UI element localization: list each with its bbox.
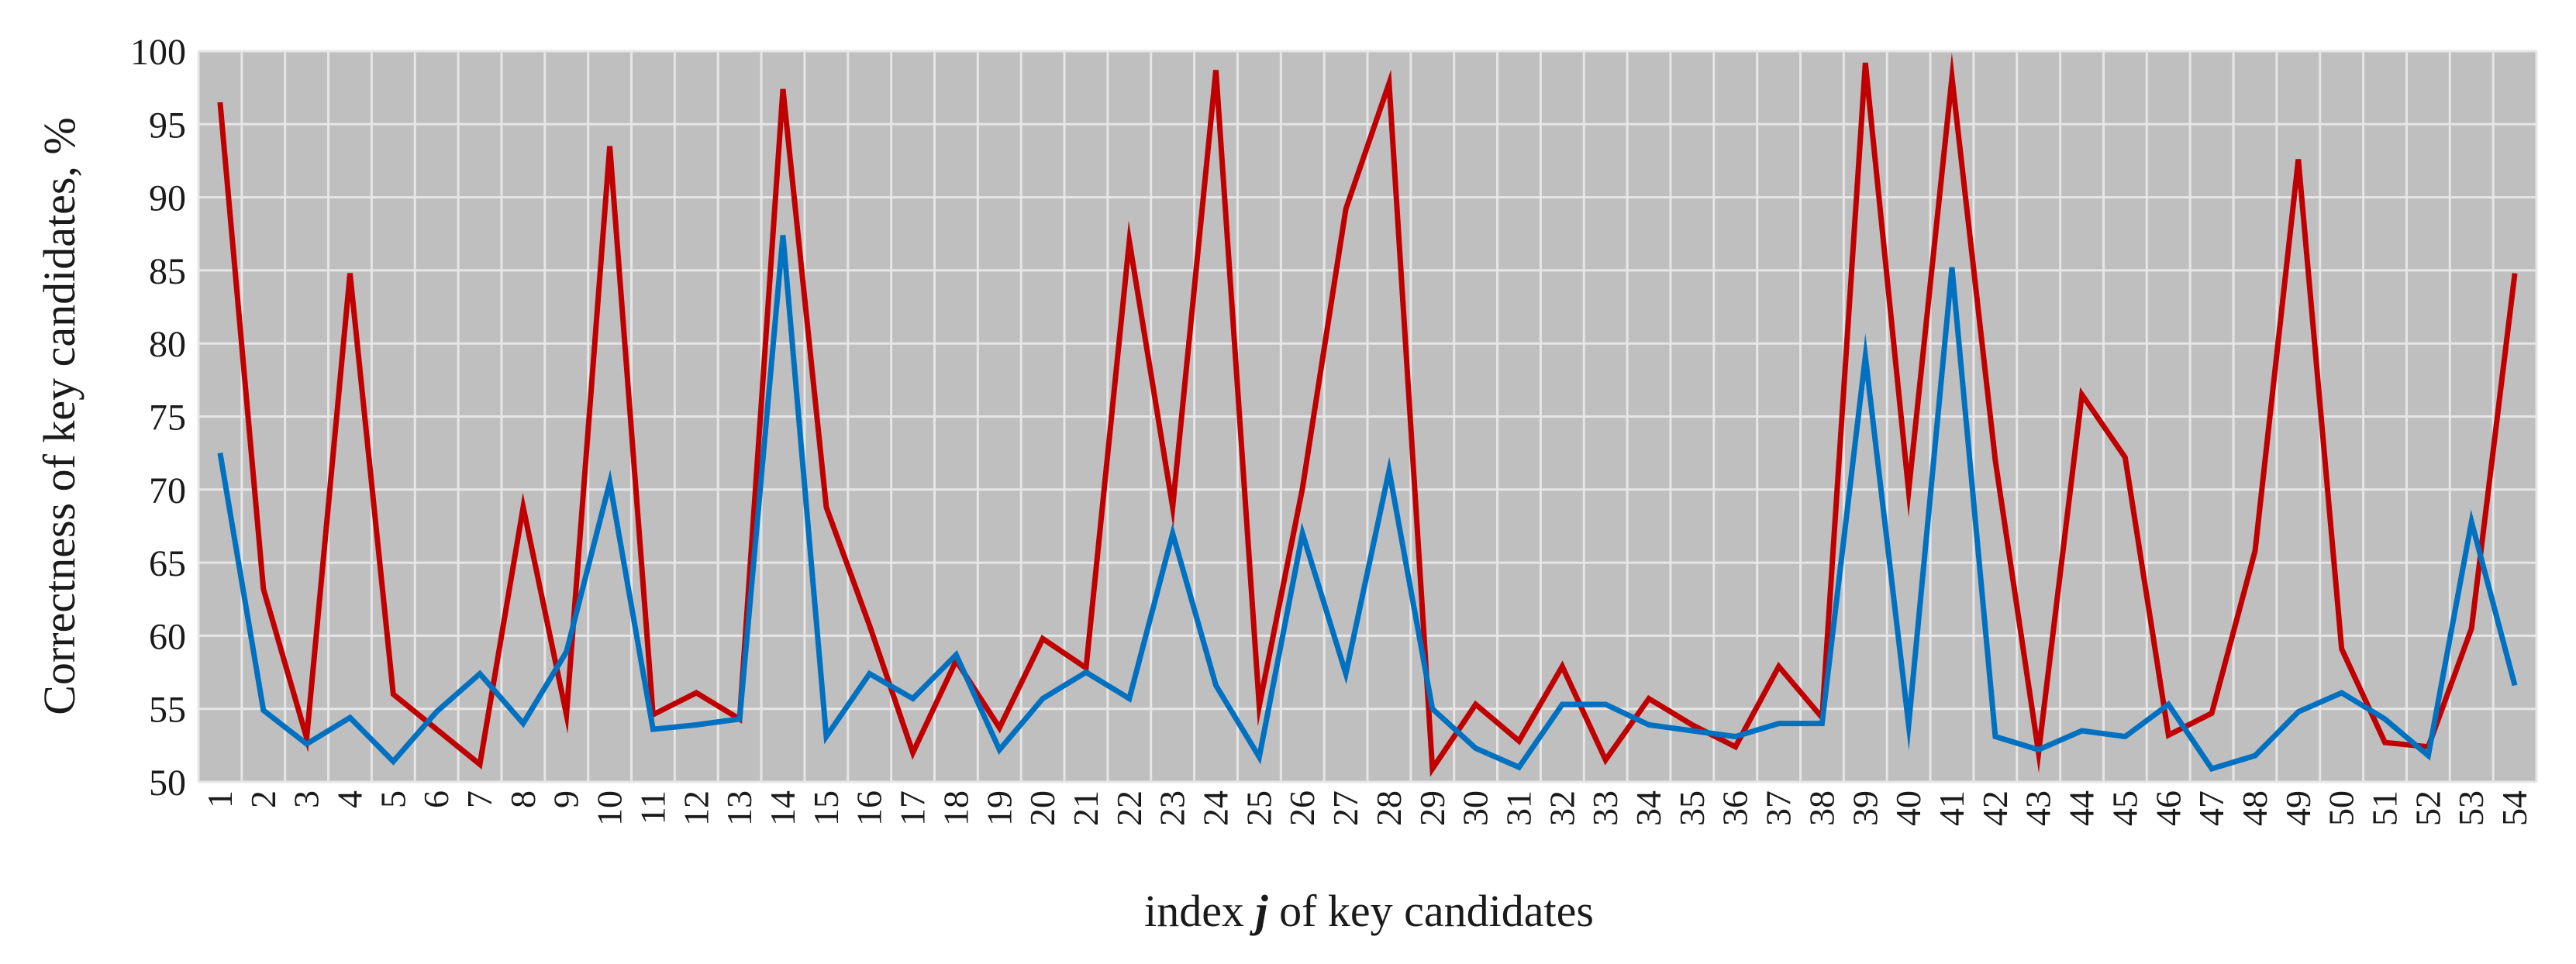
x-tick-label: 1	[200, 790, 240, 808]
x-tick-label: 47	[2191, 790, 2231, 826]
x-tick-label: 51	[2365, 790, 2405, 826]
x-tick-label: 39	[1845, 790, 1885, 826]
x-tick-label: 9	[547, 790, 586, 808]
x-tick-label: 28	[1369, 790, 1409, 826]
y-tick-label: 85	[149, 251, 186, 292]
x-tick-label: 29	[1412, 790, 1452, 826]
series-line-2	[217, 235, 2518, 773]
x-tick-label: 21	[1066, 790, 1105, 826]
series-line-1	[217, 52, 2518, 777]
x-axis-title: index j of key candidates	[1144, 886, 1594, 936]
x-tick-label: 18	[936, 790, 975, 826]
x-tick-label: 19	[979, 790, 1019, 826]
y-tick-labels: 50 55 60 65 70 75 80 85 90 95 100	[130, 32, 186, 804]
x-tick-label: 46	[2148, 790, 2188, 826]
x-tick-label: 43	[2019, 790, 2058, 826]
x-tick-label: 42	[1975, 790, 2015, 826]
x-tick-label: 34	[1629, 790, 1668, 826]
y-tick-label: 100	[130, 32, 186, 73]
y-tick-label: 95	[149, 105, 186, 146]
x-tick-label: 13	[719, 790, 759, 826]
y-tick-label: 65	[149, 543, 186, 584]
x-tick-label: 26	[1282, 790, 1322, 826]
x-tick-label: 38	[1802, 790, 1841, 826]
x-tick-label: 10	[590, 790, 629, 826]
x-tick-label: 36	[1716, 790, 1755, 826]
y-tick-label: 50	[149, 763, 186, 804]
x-tick-label: 45	[2105, 790, 2144, 826]
grid-layer	[197, 50, 2538, 783]
x-tick-label: 22	[1109, 790, 1149, 826]
x-tick-label: 3	[287, 790, 326, 808]
x-tick-label: 27	[1326, 790, 1365, 826]
x-tick-label: 20	[1022, 790, 1062, 826]
x-tick-label: 23	[1153, 790, 1192, 826]
y-axis-title: Correctness of key candidates, %	[34, 117, 84, 714]
x-tick-label: 53	[2451, 790, 2491, 826]
x-tick-label: 5	[373, 790, 412, 808]
x-tick-label: 33	[1585, 790, 1625, 826]
series-layer	[217, 52, 2518, 777]
x-tick-label: 52	[2408, 790, 2447, 826]
y-tick-label: 75	[149, 398, 186, 439]
x-tick-label: 24	[1196, 790, 1236, 826]
x-tick-label: 2	[243, 790, 283, 808]
x-tick-label: 17	[893, 790, 933, 826]
x-axis-title-prefix: index	[1144, 886, 1255, 936]
x-tick-label: 11	[633, 790, 672, 825]
y-tick-label: 60	[149, 616, 186, 657]
x-tick-label: 8	[503, 790, 543, 808]
x-tick-label: 50	[2322, 790, 2361, 826]
x-tick-label: 12	[676, 790, 716, 826]
y-tick-label: 70	[149, 470, 186, 511]
x-tick-label: 31	[1498, 790, 1538, 826]
x-tick-labels: 1 2 3 4 5 6 7 8 9 10 11 12 13 14 15 16 17 18 19 20 21 22 23 24 2…	[200, 790, 2534, 826]
x-tick-label: 7	[460, 790, 499, 808]
y-tick-label: 90	[149, 178, 186, 219]
x-tick-label: 54	[2495, 790, 2534, 826]
x-tick-label: 48	[2235, 790, 2274, 826]
x-axis-title-suffix: of key candidates	[1268, 886, 1594, 936]
x-tick-label: 49	[2278, 790, 2318, 826]
x-tick-label: 37	[1759, 790, 1798, 826]
y-tick-label: 55	[149, 690, 186, 731]
x-tick-label: 4	[329, 790, 369, 808]
x-tick-label: 16	[850, 790, 889, 826]
y-tick-label: 80	[149, 324, 186, 365]
x-tick-label: 35	[1672, 790, 1712, 826]
x-tick-label: 25	[1239, 790, 1278, 826]
x-tick-label: 44	[2062, 790, 2102, 826]
x-tick-label: 14	[763, 790, 802, 826]
x-tick-label: 40	[1888, 790, 1928, 826]
x-tick-label: 6	[416, 790, 456, 808]
x-tick-label: 30	[1456, 790, 1495, 826]
x-tick-label: 32	[1542, 790, 1581, 826]
x-tick-label: 41	[1932, 790, 1971, 826]
x-tick-label: 15	[806, 790, 846, 826]
